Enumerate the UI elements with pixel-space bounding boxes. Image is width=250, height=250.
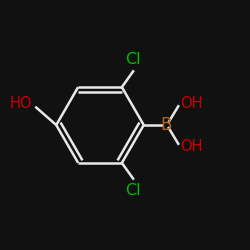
Text: B: B: [160, 116, 172, 134]
Text: Cl: Cl: [125, 52, 141, 67]
Text: HO: HO: [10, 96, 32, 111]
Text: Cl: Cl: [125, 183, 141, 198]
Text: OH: OH: [180, 139, 203, 154]
Text: OH: OH: [180, 96, 203, 111]
